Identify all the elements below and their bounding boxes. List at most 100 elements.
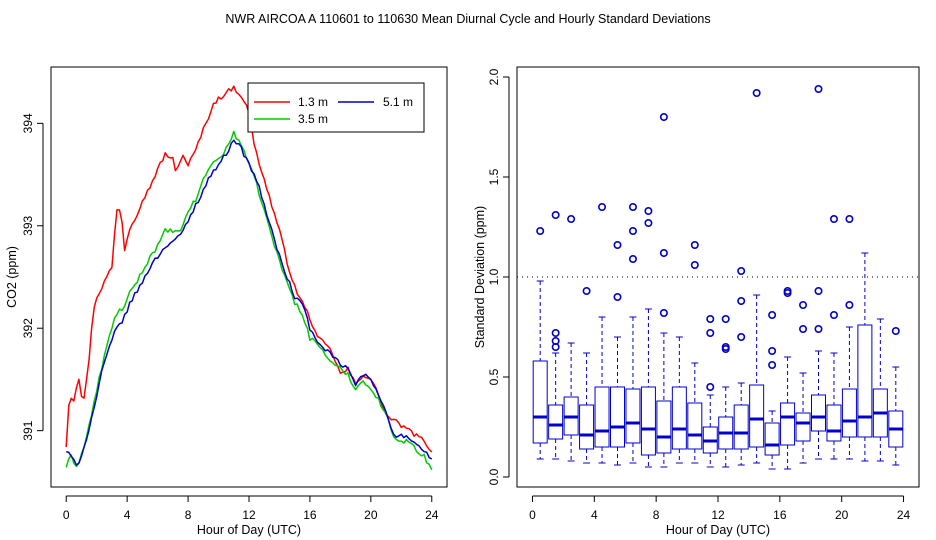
box-iqr — [625, 388, 641, 444]
box-iqr — [764, 422, 780, 456]
box-outlier — [644, 207, 653, 216]
box-outlier — [829, 310, 838, 319]
box-hour — [656, 113, 672, 468]
box-iqr — [795, 412, 811, 442]
box-outlier — [799, 324, 808, 333]
left-x-tick-label: 4 — [124, 508, 131, 522]
left-y-axis-label: CO2 (ppm) — [5, 246, 19, 308]
box-hour — [579, 286, 595, 464]
legend-label-3-5-mm: 3.5 m — [298, 112, 328, 126]
box-outlier — [613, 292, 622, 301]
right-y-tick-label: 2.0 — [487, 68, 501, 85]
box-outlier — [721, 342, 730, 351]
box-iqr — [811, 394, 826, 432]
box-iqr — [749, 384, 765, 448]
box-outlier — [783, 286, 792, 295]
box-outlier — [690, 241, 699, 250]
box-iqr — [780, 402, 796, 446]
right-y-tick-label: 1.0 — [487, 268, 501, 285]
right-panel-hourly-std-dev: 0 4 8 12 16 20 24 0.0 0.5 1.0 1.5 2.0 Hour of Day (… — [473, 66, 920, 537]
box-hour — [625, 203, 641, 464]
right-x-tick-label: 20 — [835, 508, 849, 522]
box-hour — [733, 266, 749, 466]
box-outlier — [706, 382, 715, 391]
series-line-3-5-mm — [65, 130, 433, 471]
left-x-tick-label: 0 — [63, 508, 70, 522]
box-outlier — [814, 286, 823, 295]
right-y-tick-label: 1.5 — [487, 168, 501, 185]
box-outlier — [768, 346, 777, 355]
box-outlier — [768, 310, 777, 319]
box-outlier — [551, 211, 560, 220]
left-x-tick-label: 24 — [425, 508, 439, 522]
box-outlier — [737, 266, 746, 275]
box-hour — [610, 241, 625, 466]
box-iqr — [656, 400, 672, 454]
box-hour — [780, 286, 796, 470]
right-x-tick-label: 8 — [653, 508, 660, 522]
right-x-tick-label: 12 — [711, 508, 725, 522]
box-hour — [888, 326, 904, 466]
box-outlier — [659, 249, 668, 258]
box-hour — [795, 300, 811, 464]
figure-title: NWR AIRCOA A 110601 to 110630 Mean Diurn… — [225, 12, 710, 26]
box-outlier — [659, 113, 668, 122]
box-hour — [718, 314, 734, 468]
box-iqr — [579, 404, 595, 450]
box-outlier — [845, 215, 854, 224]
box-hour — [749, 89, 765, 464]
legend-label-1-3-mm: 1.3 m — [298, 95, 328, 109]
box-hour — [563, 215, 579, 462]
box-outlier — [799, 300, 808, 309]
box-iqr — [594, 386, 610, 448]
box-hour — [594, 203, 610, 464]
box-iqr — [857, 324, 873, 438]
box-hour — [841, 215, 857, 460]
box-iqr — [687, 402, 703, 450]
box-outlier — [891, 326, 900, 335]
box-iqr — [826, 404, 842, 442]
left-x-axis-label: Hour of Day (UTC) — [197, 523, 301, 537]
box-outlier — [721, 314, 730, 323]
left-x-tick-label: 12 — [242, 508, 256, 522]
left-axes: 0 4 8 12 16 20 24 391 392 393 394 — [21, 113, 439, 522]
right-axes: 0 4 8 12 16 20 24 0.0 0.5 1.0 1.5 2.0 — [487, 68, 911, 522]
right-x-tick-label: 4 — [591, 508, 598, 522]
legend-label-5-1-mm: 5.1 m — [383, 95, 413, 109]
box-outlier — [706, 314, 715, 323]
box-outlier — [644, 219, 653, 228]
box-outlier — [628, 255, 637, 264]
box-hour — [548, 211, 564, 460]
box-hour — [872, 318, 888, 462]
box-iqr — [548, 404, 564, 440]
box-outlier — [551, 328, 560, 337]
box-iqr — [671, 386, 687, 450]
box-outlier — [829, 215, 838, 224]
box-hour — [532, 227, 548, 460]
box-iqr — [532, 360, 548, 444]
right-boxplot-layer — [517, 85, 919, 470]
box-iqr — [733, 404, 749, 450]
box-outlier — [845, 300, 854, 309]
box-outlier — [598, 203, 607, 212]
legend-box — [247, 82, 425, 133]
left-x-tick-label: 8 — [185, 508, 192, 522]
legend: 1.3 m 3.5 m 5.1 m — [247, 82, 425, 133]
box-hour — [671, 336, 687, 464]
box-hour — [857, 252, 873, 462]
box-outlier — [551, 336, 560, 345]
box-outlier — [690, 260, 699, 269]
left-x-tick-label: 20 — [364, 508, 378, 522]
right-y-tick-label: 0.5 — [487, 368, 501, 385]
box-outlier — [582, 286, 591, 295]
box-hour — [702, 314, 718, 468]
right-x-tick-label: 24 — [897, 508, 911, 522]
box-outlier — [737, 296, 746, 305]
box-outlier — [628, 203, 637, 212]
box-hour — [640, 207, 656, 468]
box-outlier — [814, 324, 823, 333]
box-outlier — [706, 328, 715, 337]
box-iqr — [610, 386, 625, 448]
left-panel-mean-diurnal-cycle: 0 4 8 12 16 20 24 391 392 393 394 Hour of Day (UTC… — [5, 66, 448, 537]
